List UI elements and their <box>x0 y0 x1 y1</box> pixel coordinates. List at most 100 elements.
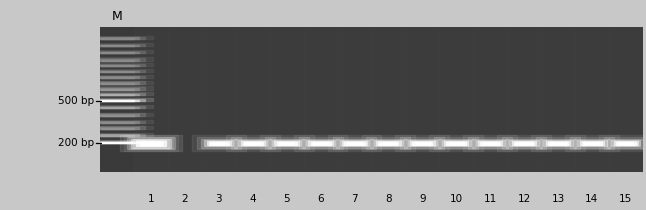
Bar <box>143 142 160 144</box>
Bar <box>401 137 444 149</box>
Bar <box>96 127 139 129</box>
Bar <box>101 122 134 123</box>
Bar <box>548 142 568 145</box>
Bar <box>279 142 294 144</box>
Bar <box>192 135 245 151</box>
Bar <box>463 135 517 151</box>
Bar <box>81 75 152 78</box>
Bar <box>89 37 145 39</box>
Bar <box>415 142 430 144</box>
Bar <box>302 139 339 148</box>
Bar <box>337 27 371 172</box>
Bar <box>604 137 646 149</box>
Bar <box>304 27 338 172</box>
Bar <box>96 114 139 116</box>
Bar <box>139 141 163 145</box>
Bar <box>101 38 134 39</box>
Bar <box>575 27 609 172</box>
Text: 200 bp: 200 bp <box>57 138 94 148</box>
Bar <box>439 27 473 172</box>
Text: 5: 5 <box>284 194 290 204</box>
Bar <box>96 37 139 39</box>
Bar <box>328 135 381 151</box>
Bar <box>127 137 176 149</box>
Bar <box>272 140 301 146</box>
Bar <box>434 137 478 149</box>
Bar <box>444 141 468 145</box>
Bar <box>132 139 171 148</box>
Text: 6: 6 <box>317 194 324 204</box>
Bar <box>395 135 449 151</box>
Bar <box>209 142 229 145</box>
Bar <box>101 115 134 116</box>
Text: 13: 13 <box>551 194 565 204</box>
Bar <box>240 141 265 145</box>
Bar <box>514 142 534 145</box>
Bar <box>268 139 305 148</box>
Bar <box>101 77 134 78</box>
Bar <box>618 142 633 144</box>
Bar <box>136 140 165 146</box>
Text: M: M <box>112 10 123 23</box>
Bar <box>611 140 640 146</box>
Bar <box>89 76 145 78</box>
Bar <box>143 142 158 144</box>
Bar <box>570 137 614 149</box>
Bar <box>276 142 297 145</box>
Bar <box>101 142 134 143</box>
Bar <box>81 87 152 90</box>
Bar <box>507 27 541 172</box>
Bar <box>614 141 638 145</box>
Text: 2: 2 <box>182 194 188 204</box>
Bar <box>96 71 139 72</box>
Bar <box>89 141 145 143</box>
Bar <box>96 82 139 84</box>
Bar <box>81 43 152 46</box>
Bar <box>539 139 576 148</box>
Text: 11: 11 <box>483 194 497 204</box>
Bar <box>81 120 152 123</box>
Text: 14: 14 <box>585 194 599 204</box>
Text: 4: 4 <box>249 194 256 204</box>
Bar <box>96 142 139 143</box>
Bar <box>81 105 152 108</box>
Bar <box>404 139 441 148</box>
Bar <box>96 100 139 101</box>
Bar <box>81 92 152 95</box>
Bar <box>132 139 169 148</box>
Bar <box>308 141 333 145</box>
Bar <box>442 140 471 146</box>
Bar <box>294 135 348 151</box>
Bar <box>344 142 364 145</box>
Bar <box>96 52 139 53</box>
Bar <box>89 99 145 101</box>
Bar <box>449 142 464 144</box>
Bar <box>89 126 145 129</box>
Bar <box>582 142 602 145</box>
Bar <box>89 121 145 123</box>
Text: 7: 7 <box>351 194 358 204</box>
Bar <box>510 140 539 146</box>
Bar <box>579 141 604 145</box>
Bar <box>96 59 139 61</box>
Bar <box>506 139 543 148</box>
Bar <box>89 51 145 53</box>
Bar <box>89 93 145 95</box>
Bar <box>243 142 263 145</box>
Bar <box>96 65 139 66</box>
Text: 3: 3 <box>216 194 222 204</box>
Bar <box>140 142 162 145</box>
Bar <box>468 137 512 149</box>
Bar <box>366 137 410 149</box>
Bar <box>472 139 508 148</box>
Bar <box>96 76 139 78</box>
Bar <box>89 81 145 84</box>
Bar <box>124 135 178 151</box>
Bar <box>599 135 646 151</box>
Bar <box>275 141 299 145</box>
Bar <box>211 142 226 144</box>
Bar <box>207 141 231 145</box>
Bar <box>101 89 134 90</box>
Bar <box>81 140 152 143</box>
Bar <box>565 135 619 151</box>
